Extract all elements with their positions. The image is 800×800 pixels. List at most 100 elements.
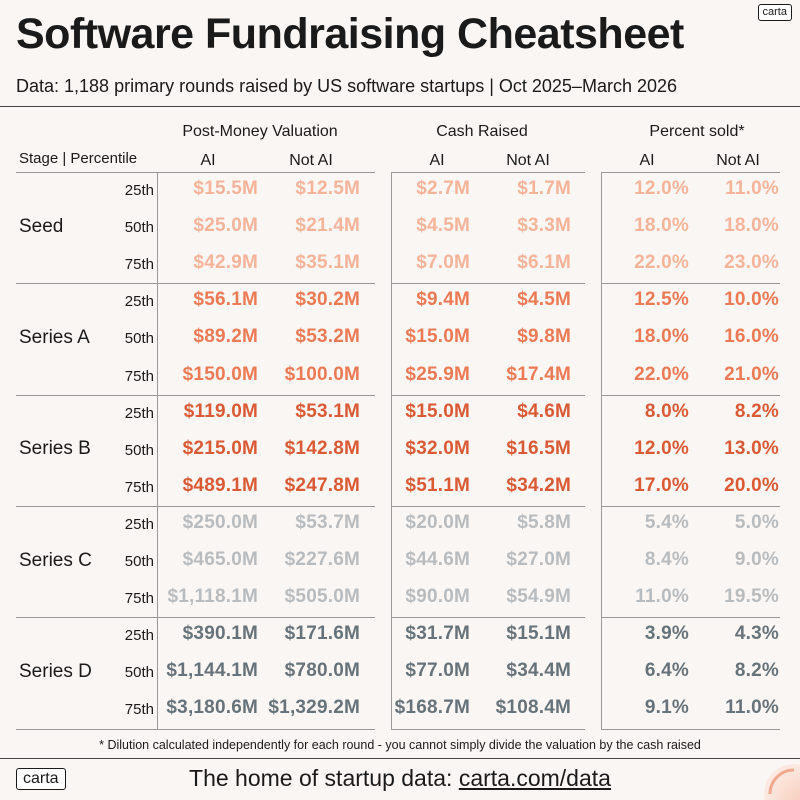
stage-percentile-header: Stage | Percentile	[19, 150, 138, 167]
row-divider	[391, 283, 585, 285]
row-divider	[391, 172, 585, 173]
table-cell: $3,180.6M	[166, 697, 258, 719]
table-cell: 3.9%	[644, 623, 689, 645]
percentile-label: 50th	[124, 664, 154, 682]
row-divider	[601, 172, 780, 173]
table-cell: $20.0M	[405, 511, 470, 533]
table-cell: $4.5M	[517, 289, 571, 311]
table-cell: 13.0%	[724, 437, 779, 459]
table-cell: $9.4M	[416, 289, 470, 311]
table-cell: 19.5%	[724, 586, 779, 608]
footer-tagline-text: The home of startup data:	[189, 765, 459, 791]
row-divider	[391, 617, 585, 619]
row-divider	[601, 394, 780, 396]
column-header: AI	[639, 152, 655, 169]
percentile-label: 25th	[124, 404, 154, 422]
table-cell: $25.0M	[193, 215, 258, 237]
column-divider	[391, 172, 392, 729]
stage-label: Series C	[19, 549, 92, 571]
column-header: AI	[200, 152, 216, 169]
row-divider	[601, 283, 780, 285]
stage-label: Seed	[19, 215, 64, 237]
table-cell: $780.0M	[284, 660, 360, 682]
table-cell: $51.1M	[405, 474, 470, 496]
table-cell: $100.0M	[284, 363, 360, 385]
table-cell: 10.0%	[724, 289, 779, 311]
table-cell: $1,144.1M	[166, 660, 258, 682]
table-cell: $142.8M	[284, 437, 360, 459]
table-cell: $89.2M	[193, 326, 258, 348]
percentile-label: 75th	[124, 590, 154, 608]
row-divider	[391, 505, 585, 507]
row-divider	[16, 394, 157, 396]
table-cell: 11.0%	[635, 586, 689, 608]
footer-tagline: The home of startup data: carta.com/data	[0, 765, 800, 792]
table-cell: $4.6M	[517, 400, 571, 422]
percentile-label: 75th	[124, 478, 154, 496]
table-cell: 12.0%	[634, 178, 689, 199]
column-divider	[601, 172, 602, 729]
table-cell: $17.4M	[506, 363, 571, 385]
page-title: Software Fundraising Cheatsheet	[16, 10, 684, 58]
row-divider	[16, 505, 157, 507]
table-cell: 8.0%	[644, 400, 689, 422]
percentile-label: 75th	[124, 256, 154, 274]
table-cell: $25.9M	[405, 363, 470, 385]
table-cell: $1,118.1M	[167, 586, 258, 608]
row-divider	[157, 394, 375, 396]
table-cell: 9.0%	[734, 549, 779, 570]
table-cell: 4.3%	[734, 623, 779, 645]
table-cell: $42.9M	[193, 252, 258, 274]
table-cell: 5.4%	[644, 511, 689, 533]
table-cell: $15.1M	[506, 623, 571, 645]
table-cell: $54.9M	[506, 586, 571, 608]
table-cell: $90.0M	[405, 586, 470, 608]
row-divider	[16, 283, 157, 285]
table-cell: 16.0%	[724, 326, 779, 348]
table-cell: $31.7M	[405, 623, 470, 645]
table-cell: $465.0M	[182, 549, 258, 570]
group-header: Cash Raised	[436, 123, 528, 140]
percentile-label: 25th	[124, 182, 154, 199]
row-divider	[157, 728, 375, 730]
table-cell: 5.0%	[734, 511, 779, 533]
table-cell: $171.6M	[284, 623, 360, 645]
group-header: Percent sold*	[649, 123, 745, 140]
table-cell: $53.7M	[295, 511, 360, 533]
table-cell: $119.0M	[183, 400, 258, 422]
table-cell: $2.7M	[416, 178, 470, 199]
table-cell: $168.7M	[394, 697, 470, 719]
table-cell: $16.5M	[506, 437, 571, 459]
table-cell: $44.6M	[405, 549, 470, 570]
table-cell: $1,329.2M	[268, 697, 360, 719]
table-cell: $6.1M	[517, 252, 571, 274]
table-cell: 23.0%	[724, 252, 779, 274]
table-cell: 8.2%	[734, 660, 779, 682]
percentile-label: 25th	[124, 627, 154, 645]
percentile-label: 50th	[124, 219, 154, 237]
row-divider	[157, 617, 375, 619]
table-cell: 18.0%	[634, 326, 689, 348]
stage-label: Series D	[19, 660, 92, 682]
table-cell: $15.0M	[405, 326, 470, 348]
table-cell: $21.4M	[295, 215, 360, 237]
row-divider	[601, 505, 780, 507]
table-cell: 22.0%	[634, 363, 689, 385]
table-cell: $9.8M	[517, 326, 571, 348]
percentile-label: 75th	[124, 701, 154, 719]
table-cell: $34.2M	[506, 474, 571, 496]
row-divider	[601, 728, 780, 730]
table-cell: $215.0M	[182, 437, 258, 459]
column-header: AI	[429, 152, 445, 169]
table-cell: $250.0M	[182, 511, 258, 533]
group-header: Post-Money Valuation	[182, 123, 338, 140]
footnote: * Dilution calculated independently for …	[99, 738, 701, 752]
table-cell: 8.2%	[734, 400, 779, 422]
carta-data-link[interactable]: carta.com/data	[458, 765, 611, 791]
table-cell: $15.5M	[193, 178, 258, 199]
percentile-label: 50th	[124, 441, 154, 459]
table-cell: $30.2M	[295, 289, 360, 311]
table-cell: $34.4M	[506, 660, 571, 682]
carta-logo-bottom: carta	[16, 768, 66, 790]
table-cell: 11.0%	[725, 697, 779, 719]
